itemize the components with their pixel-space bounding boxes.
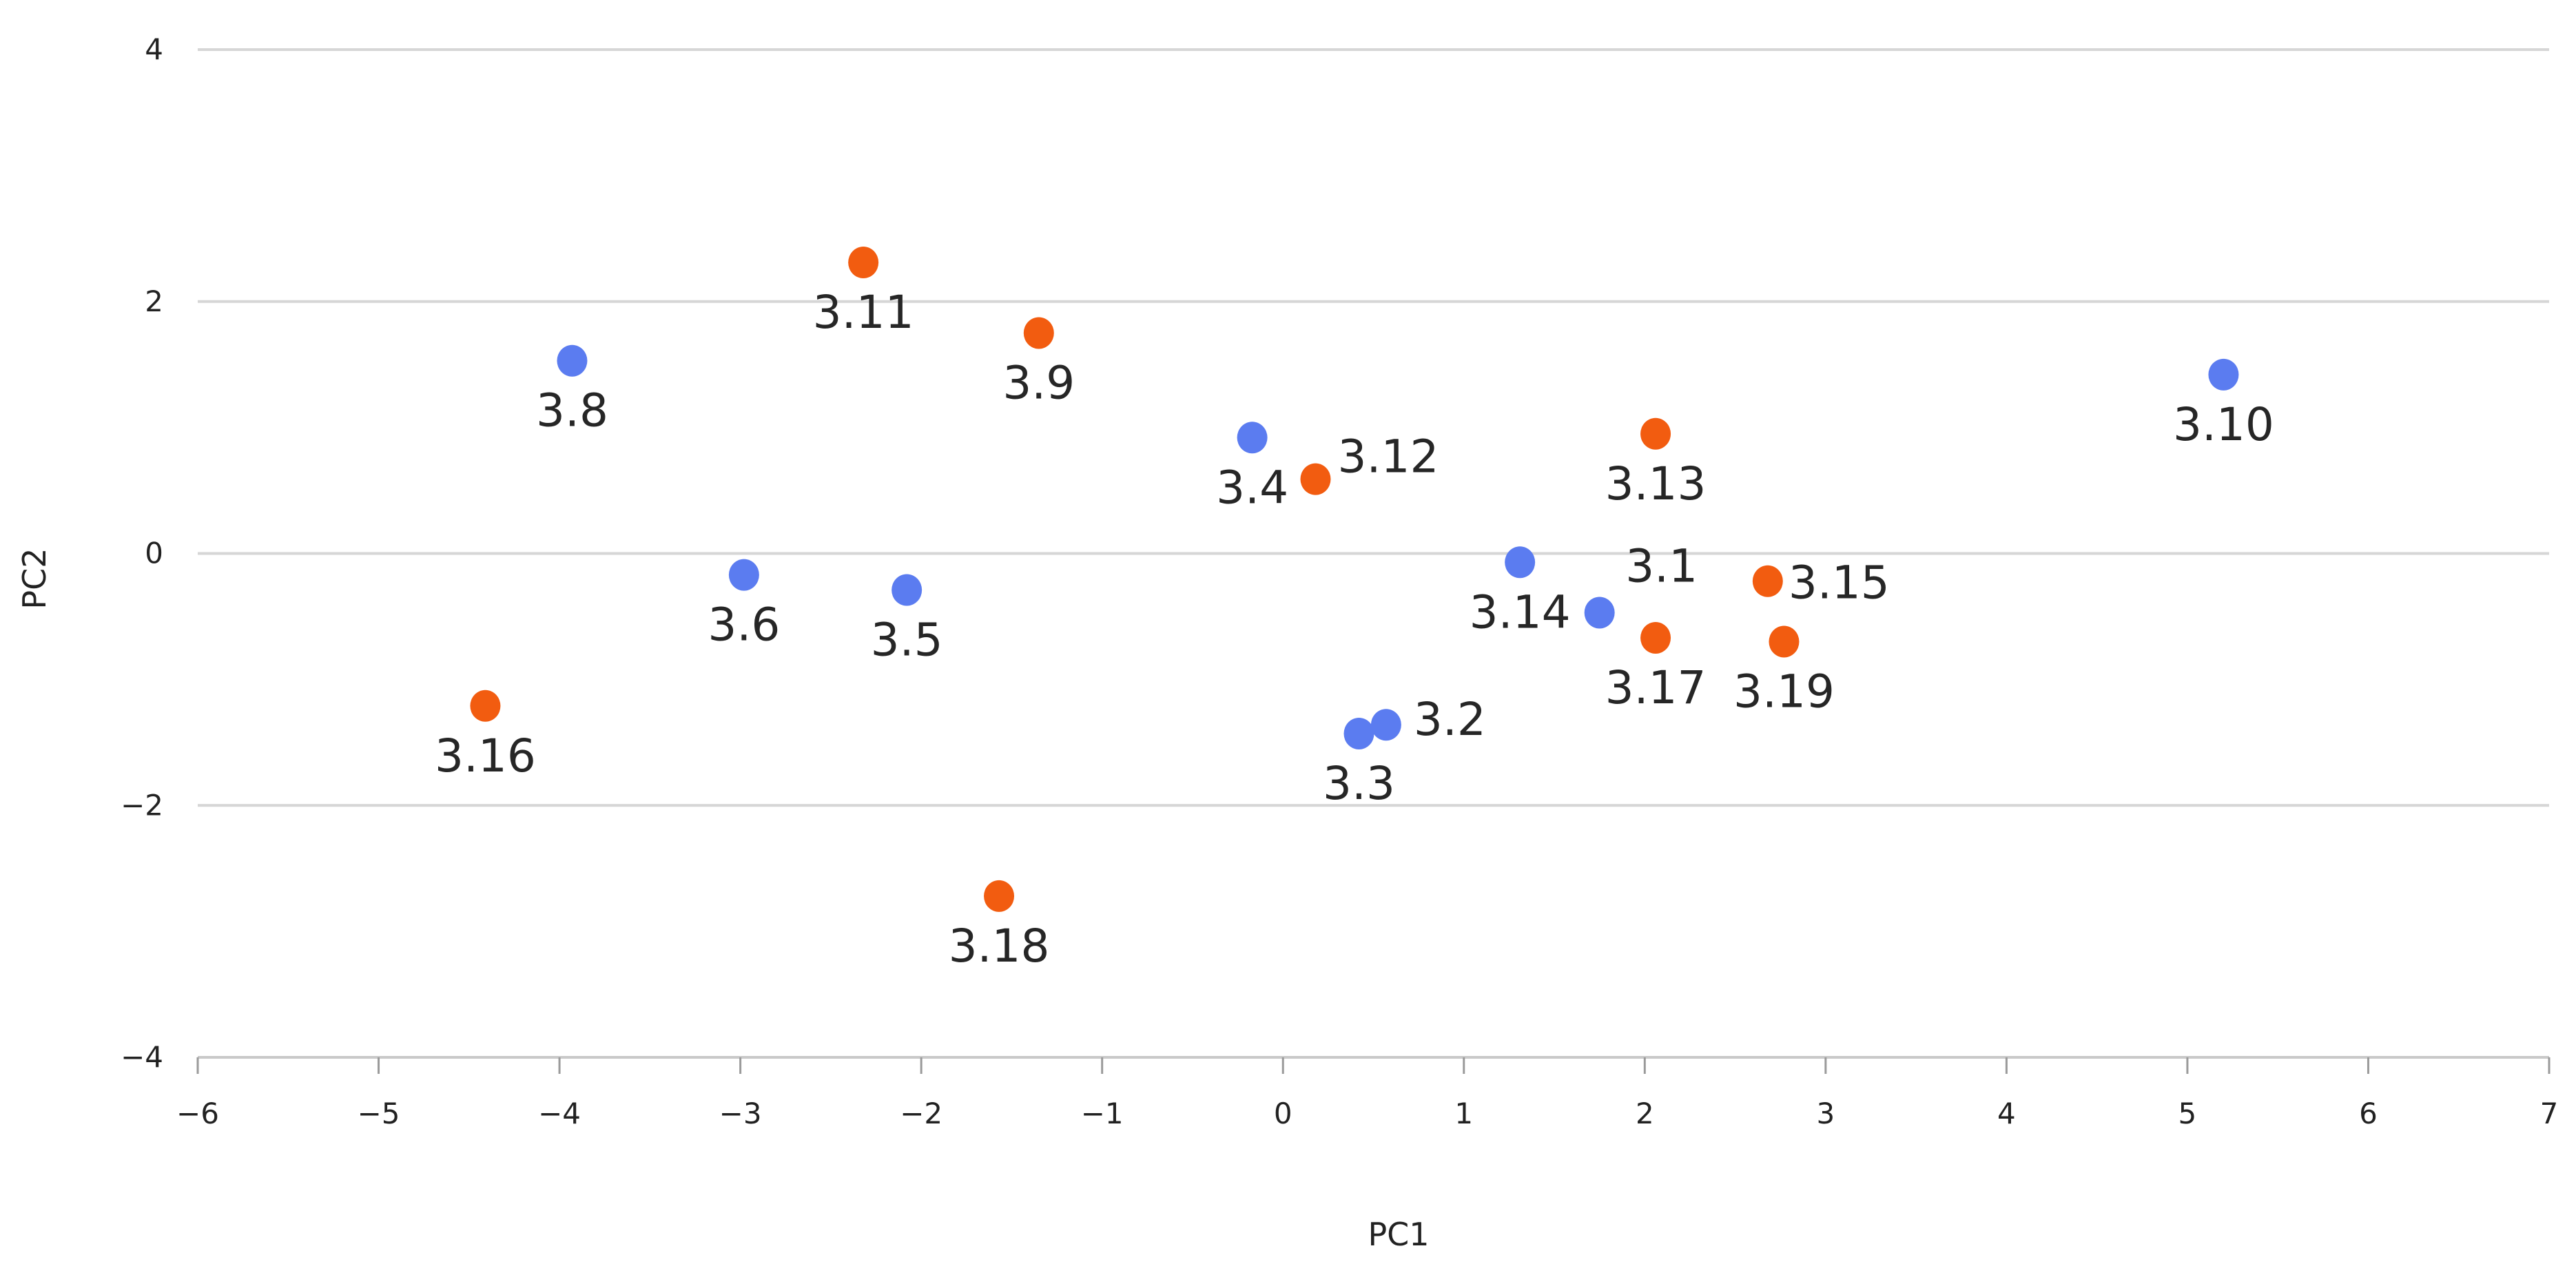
point-label: 3.19 [1733, 665, 1835, 718]
scatter-point-3-14 [1505, 546, 1536, 579]
point-label: 3.4 [1216, 461, 1288, 514]
x-tick-label: −2 [900, 1097, 942, 1130]
point-label: 3.17 [1605, 661, 1707, 714]
x-tick-label: −3 [719, 1097, 762, 1130]
point-label: 3.14 [1470, 585, 1571, 639]
y-axis-title: PC2 [16, 548, 53, 609]
scatter-point-3-10 [2208, 358, 2239, 391]
y-tick-label: 4 [145, 32, 163, 66]
scatter-point-3-12 [1300, 463, 1331, 495]
point-label: 3.11 [813, 286, 914, 339]
x-tick-label: 1 [1454, 1097, 1473, 1130]
y-tick-label: 0 [145, 537, 163, 570]
point-label: 3.5 [871, 614, 943, 667]
scatter-point-3-8 [557, 344, 588, 377]
scatter-point-3-15 [1752, 565, 1783, 597]
scatter-point-3-9 [1023, 317, 1054, 349]
x-tick-label: 7 [2540, 1097, 2559, 1130]
x-tick-label: −6 [176, 1097, 219, 1130]
x-tick-label: −1 [1081, 1097, 1124, 1130]
scatter-point-3-16 [470, 690, 501, 722]
point-label: 3.8 [536, 384, 608, 437]
point-label: 3.18 [949, 920, 1050, 973]
y-tick-label: −2 [121, 788, 163, 822]
point-label: 3.6 [708, 599, 780, 652]
x-tick-label: 2 [1636, 1097, 1654, 1130]
y-tick-label: 2 [145, 284, 163, 318]
x-tick-label: −5 [358, 1097, 400, 1130]
x-tick-label: 6 [2359, 1097, 2378, 1130]
point-label: 3.2 [1414, 693, 1486, 746]
scatter-point-3-18 [984, 880, 1015, 912]
point-label: 3.15 [1789, 557, 1890, 610]
point-label: 3.9 [1002, 356, 1075, 409]
x-axis-title: PC1 [1368, 1216, 1429, 1253]
point-label: 3.12 [1337, 431, 1439, 484]
points-layer [470, 247, 2239, 912]
point-label: 3.16 [435, 729, 536, 782]
scatter-point-3-13 [1640, 417, 1671, 450]
scatter-point-3-17 [1640, 622, 1671, 654]
point-label: 3.10 [2173, 398, 2274, 451]
point-label: 3.1 [1625, 539, 1698, 592]
grid-layer [198, 48, 2549, 807]
scatter-point-3-2 [1370, 709, 1401, 741]
axis-layer: −4 −2 0 2 4 −6 −5 −4 −3 −2 −1 0 1 2 3 4 5 6 7 [121, 32, 2558, 1130]
x-tick-label: 3 [1816, 1097, 1835, 1130]
x-tick-label: 4 [1997, 1097, 2016, 1130]
point-label: 3.13 [1605, 457, 1707, 510]
scatter-point-3-5 [892, 574, 923, 606]
scatter-point-3-19 [1769, 625, 1800, 658]
x-tick-label: −4 [538, 1097, 581, 1130]
scatter-point-3-6 [728, 559, 759, 591]
scatter-point-3-3 [1343, 718, 1374, 750]
x-tick-label: 0 [1274, 1097, 1292, 1130]
scatter-point-3-4 [1237, 422, 1268, 454]
point-labels-layer: 3.1 3.2 3.3 3.4 3.5 3.6 3.8 3.10 3.14 3.9 3.11 3.12… [435, 286, 2274, 973]
scatter-point-3-1 [1584, 597, 1615, 629]
y-tick-label: −4 [121, 1040, 163, 1074]
x-tick-label: 5 [2178, 1097, 2197, 1130]
point-label: 3.3 [1323, 757, 1395, 810]
scatter-point-3-11 [848, 247, 879, 279]
